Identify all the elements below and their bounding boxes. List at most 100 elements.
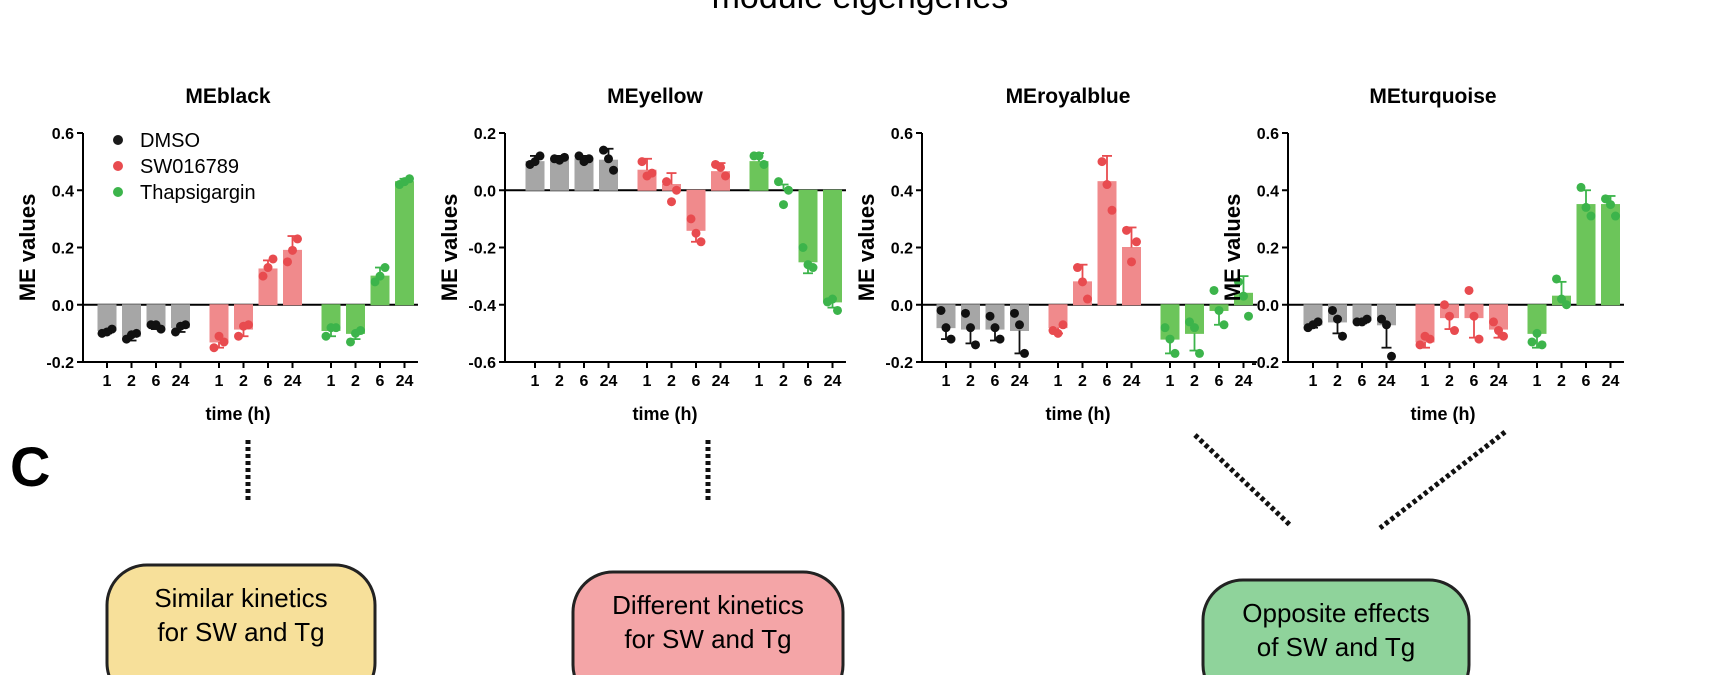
x-tick-label: 1 [1421,373,1430,390]
data-point [1611,211,1620,221]
data-point [686,214,696,224]
y-tick-label: 0.4 [891,183,913,200]
data-point [1606,200,1615,210]
x-tick-label: 24 [1378,373,1396,390]
x-tick-label: 6 [376,373,385,390]
x-tick-label: 6 [1215,373,1224,390]
connector-meroyalblue [1193,433,1292,527]
callout-line1: Similar kinetics [154,583,327,613]
data-point [1015,320,1024,330]
data-point [985,311,995,321]
callout-1: Similar kinetics for SW and Tg [105,563,377,675]
data-point [774,177,783,187]
data-point [102,327,112,337]
data-point [1440,300,1449,310]
data-point [1165,334,1175,344]
x-tick-label: 2 [1445,373,1454,390]
y-tick-label: 0.2 [1257,241,1279,258]
data-point [579,157,589,167]
x-tick-label: 2 [1190,373,1199,390]
data-point [288,245,297,255]
bar-Thapsigargin-24 [823,189,842,303]
x-tick-label: 1 [1309,373,1318,390]
y-axis-label: ME values [15,194,40,302]
x-tick-label: 24 [284,373,302,390]
data-point [971,340,980,350]
data-point [604,154,613,164]
data-point [1489,317,1498,327]
data-point [941,323,951,333]
data-point [599,145,608,155]
legend-label-SW016789: SW016789 [140,156,239,178]
data-point [151,320,161,330]
bar-SW016789-6 [686,189,706,231]
data-point [1053,328,1063,338]
data-point [1527,337,1537,347]
x-tick-label: 1 [1166,373,1175,390]
data-point [239,321,248,331]
chart-title: MEturquoise [1369,85,1496,108]
x-tick-label: 1 [1533,373,1542,390]
data-point [268,254,278,264]
data-point [321,331,331,341]
data-point [375,271,385,281]
data-point [1020,348,1029,358]
data-point [326,323,336,333]
legend: DMSO SW016789 Thapsigargin [113,130,256,204]
x-tick-label: 24 [1490,373,1508,390]
y-tick-label: 0.0 [1257,298,1279,315]
callout-line1: Different kinetics [612,590,804,620]
x-tick-label: 2 [127,373,136,390]
x-tick-label: 6 [264,373,273,390]
x-tick-label: 24 [396,373,414,390]
data-point [209,343,219,353]
data-point [696,237,706,247]
connector-lines [245,430,1507,530]
data-point [803,260,813,270]
data-point [1107,205,1117,215]
data-point [1127,257,1136,267]
y-tick-label: -0.2 [468,241,496,258]
data-point [1308,320,1318,330]
data-point [1078,277,1087,287]
y-tick-label: 0.6 [1257,126,1279,143]
data-point [990,323,1000,333]
x-tick-label: 2 [351,373,360,390]
x-tick-label: 2 [966,373,975,390]
data-point [283,257,292,267]
data-point [779,200,788,210]
data-point [234,331,243,341]
x-tick-label: 6 [1358,373,1367,390]
data-point [966,323,975,333]
x-tick-label: 1 [755,373,764,390]
data-point [672,185,681,195]
data-point [609,165,618,175]
data-point [1097,157,1107,167]
data-point [1195,348,1204,358]
data-point [214,331,224,341]
data-point [828,294,837,304]
x-tick-label: 1 [643,373,652,390]
x-axis-label: time (h) [206,404,271,424]
y-tick-label: -0.4 [468,298,496,315]
data-point [1532,328,1542,338]
bar-Thapsigargin-1 [1160,304,1180,340]
connector-meturquoise [1378,430,1507,530]
data-point [176,321,185,331]
data-point [1010,308,1019,318]
x-tick-label: 24 [712,373,730,390]
chart-title: MEblack [185,85,271,108]
x-tick-label: 6 [804,373,813,390]
x-tick-label: 2 [1078,373,1087,390]
x-tick-label: 2 [239,373,248,390]
y-tick-label: 0.6 [52,126,74,143]
data-point [1214,305,1224,315]
y-axis-label: ME values [437,194,462,302]
data-point [1464,285,1474,295]
y-tick-label: -0.2 [1251,355,1279,372]
data-point [798,243,808,252]
